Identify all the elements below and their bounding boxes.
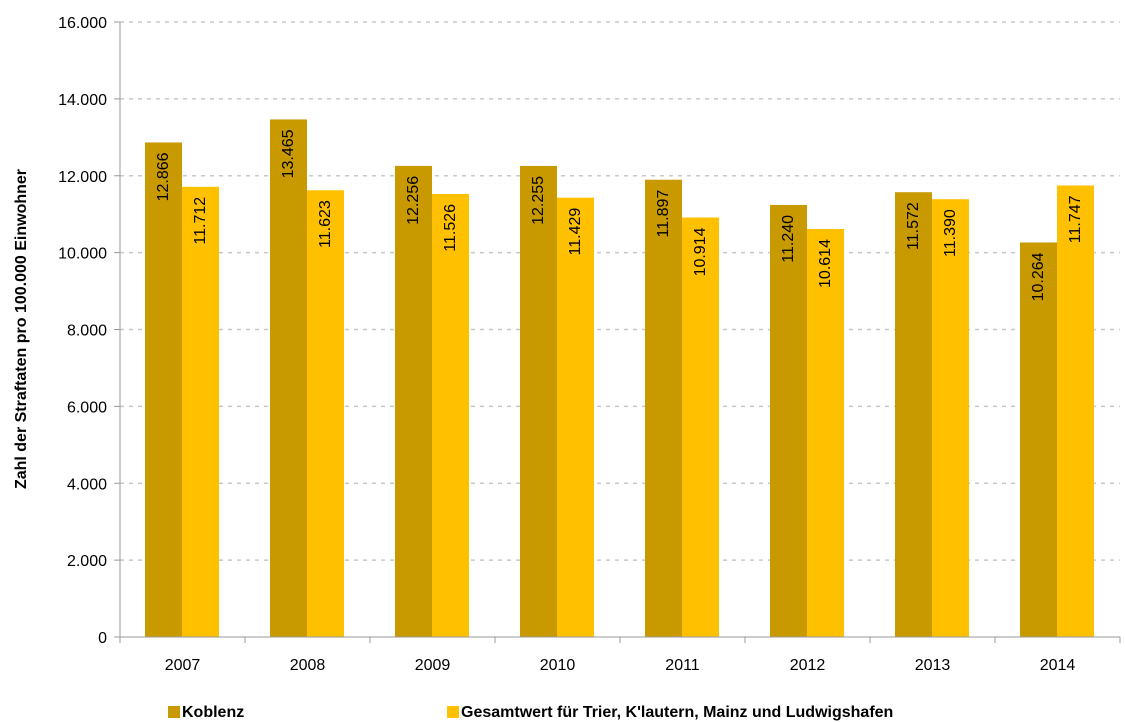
data-label: 12.866 [155,152,172,201]
y-tick-label: 0 [98,630,107,647]
bar-gesamtwert [682,217,719,638]
x-tick-label: 2014 [1040,657,1076,674]
x-tick-label: 2008 [290,657,326,674]
x-tick-label: 2009 [415,657,451,674]
y-tick-label: 10.000 [58,246,107,263]
bar-koblenz [770,204,807,637]
data-label: 10.614 [817,239,834,288]
y-tick-label: 8.000 [67,323,107,340]
bar-koblenz [1020,242,1057,638]
data-label: 10.264 [1030,252,1047,301]
x-tick-label: 2013 [915,657,951,674]
data-label: 11.572 [905,202,922,250]
x-tick-label: 2011 [665,657,700,674]
bar-gesamtwert [1057,185,1094,638]
data-label: 11.897 [655,190,672,238]
bar-koblenz [270,119,307,637]
legend: Koblenz Gesamtwert für Trier, K'lautern, … [168,704,893,721]
y-tick-label: 14.000 [58,92,107,109]
y-tick-label: 4.000 [67,476,107,493]
bar-gesamtwert [807,229,844,638]
legend-label: Gesamtwert für Trier, K'lautern, Mainz u… [461,704,893,721]
data-label: 12.256 [405,176,422,225]
data-label: 11.712 [192,197,209,245]
axes: 0 2.000 4.000 6.000 8.000 10.000 12.000 14.000 1… [58,15,1121,674]
bars: 12.866 13.465 12.256 12.255 11.897 11.240 11.5… [145,119,1094,638]
y-tick-label: 6.000 [67,399,107,416]
bar-koblenz [520,165,557,638]
bar-koblenz [895,192,932,638]
data-label: 11.526 [442,204,459,252]
x-tick-label: 2007 [165,657,201,674]
bar-koblenz [645,179,682,638]
x-tick-label: 2012 [790,657,826,674]
bar-gesamtwert [557,197,594,637]
bar-gesamtwert [307,190,344,637]
data-label: 11.429 [567,208,584,256]
data-label: 11.747 [1067,195,1084,243]
data-label: 11.390 [942,209,959,257]
bar-gesamtwert [932,199,969,637]
legend-swatch [168,706,180,718]
data-label: 10.914 [692,227,709,276]
legend-swatch [447,706,459,718]
y-tick-label: 16.000 [58,15,107,32]
data-label: 12.255 [530,176,547,225]
legend-label: Koblenz [182,704,244,721]
bar-koblenz [145,142,182,637]
data-label: 11.240 [780,215,797,263]
y-axis-title: Zahl der Straftaten pro 100.000 Einwohne… [13,169,30,489]
data-label: 11.623 [317,200,334,248]
bar-gesamtwert [182,186,219,637]
bar-gesamtwert [432,193,469,638]
y-tick-label: 2.000 [67,553,107,570]
y-tick-label: 12.000 [58,169,107,186]
bar-koblenz [395,165,432,637]
data-label: 13.465 [280,129,297,178]
x-tick-label: 2010 [540,657,576,674]
